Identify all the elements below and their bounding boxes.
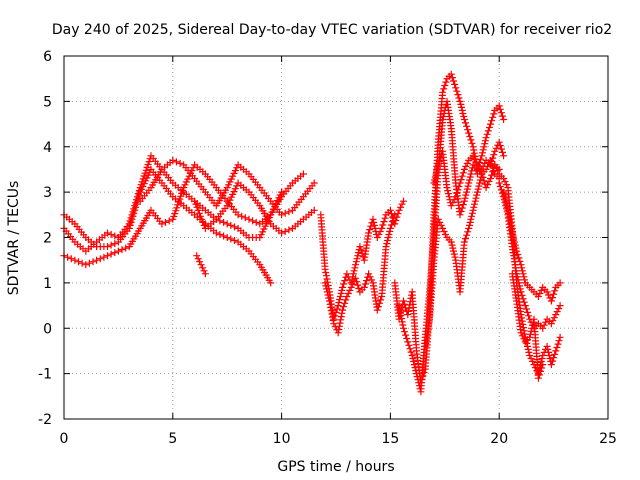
series-track-14 — [495, 179, 564, 332]
x-axis-label: GPS time / hours — [277, 459, 394, 475]
y-tick-label: 4 — [43, 140, 52, 156]
series-track-11 — [421, 161, 503, 350]
grid-lines — [64, 56, 608, 419]
y-tick-label: 2 — [43, 231, 52, 247]
data-point-markers — [495, 179, 564, 332]
y-axis-label: SDTVAR / TECUs — [6, 181, 22, 296]
data-point-markers — [508, 270, 547, 382]
x-tick-label: 10 — [273, 431, 291, 447]
x-tick-label: 20 — [490, 431, 508, 447]
series-track-4 — [136, 156, 318, 219]
series-track-10 — [395, 97, 508, 396]
data-point-markers — [60, 152, 286, 255]
x-tick-label: 0 — [60, 431, 69, 447]
series-track-12 — [430, 147, 503, 210]
data-point-markers — [321, 211, 399, 337]
data-point-markers — [430, 147, 503, 210]
chart-title: Day 240 of 2025, Sidereal Day-to-day VTE… — [52, 22, 612, 38]
y-tick-label: -1 — [38, 367, 52, 383]
data-point-markers — [395, 97, 508, 396]
y-tick-label: 5 — [43, 94, 52, 110]
data-point-markers — [193, 252, 209, 278]
series-track-1 — [60, 165, 275, 287]
series-track-8 — [321, 211, 399, 337]
series-track-6 — [193, 252, 209, 278]
data-point-markers — [500, 188, 564, 305]
data-point-markers — [421, 161, 503, 350]
x-tick-label: 15 — [381, 431, 399, 447]
series-track-15 — [500, 188, 564, 305]
axis-ticks: 0 5 10 15 20 25 -2 -1 0 1 2 3 4 5 6 — [38, 49, 617, 447]
series-track-5 — [191, 179, 318, 237]
y-tick-label: 3 — [43, 185, 52, 201]
series-track-3 — [60, 161, 307, 269]
data-point-markers — [191, 179, 318, 237]
data-point-markers — [136, 156, 318, 219]
y-tick-label: 1 — [43, 276, 52, 292]
data-point-markers — [60, 165, 275, 287]
data-point-markers — [60, 161, 307, 269]
y-tick-label: 6 — [43, 49, 52, 65]
series-track-16 — [508, 270, 547, 382]
x-tick-label: 5 — [168, 431, 177, 447]
x-tick-label: 25 — [599, 431, 617, 447]
y-tick-label: -2 — [38, 412, 52, 428]
series-track-2 — [60, 152, 286, 255]
data-points — [60, 70, 564, 396]
y-tick-label: 0 — [43, 321, 52, 337]
